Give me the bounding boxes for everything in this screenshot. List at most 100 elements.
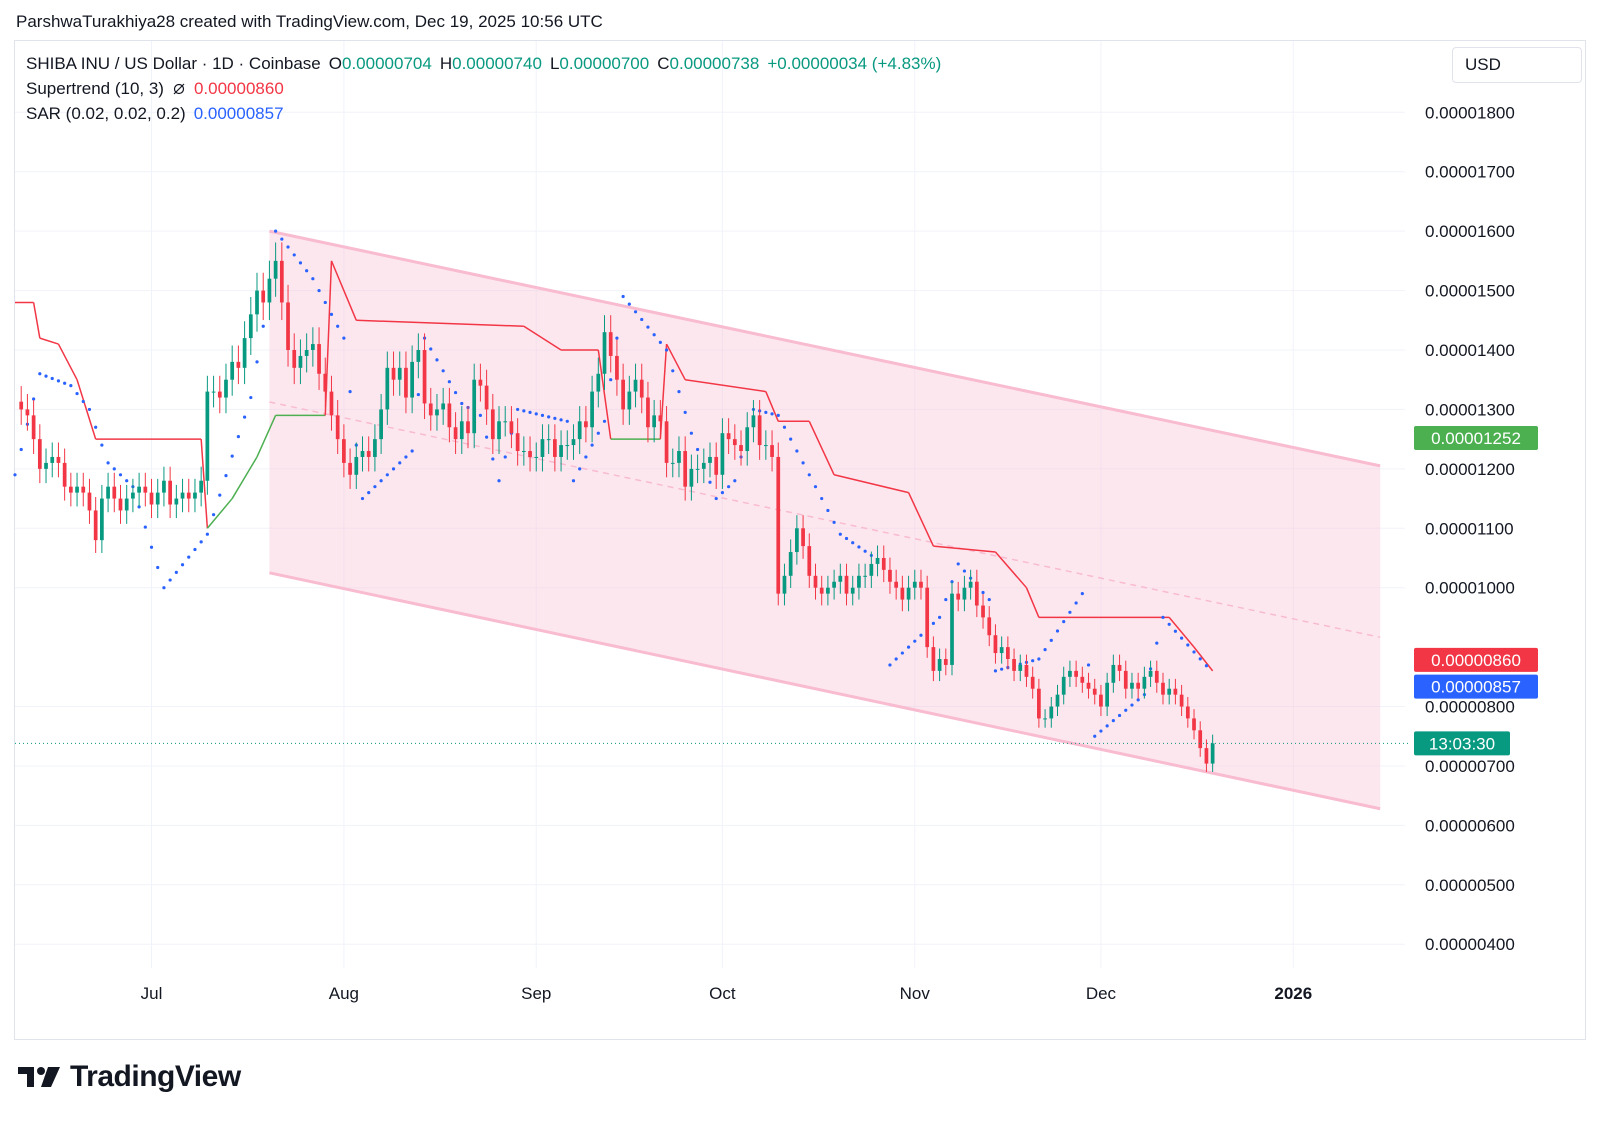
- candle: [943, 648, 948, 676]
- supertrend-segment: [1168, 616, 1195, 648]
- sar-dot: [820, 496, 824, 501]
- candle: [273, 242, 278, 297]
- channel-top-price-badge-bg: [1414, 425, 1538, 450]
- candle: [1086, 672, 1091, 699]
- candle: [1136, 672, 1141, 699]
- candle: [826, 575, 830, 606]
- candle-body: [329, 391, 334, 416]
- candle: [1037, 678, 1041, 728]
- candle-body: [956, 593, 961, 600]
- sar-dot: [336, 324, 340, 328]
- candle: [317, 327, 321, 390]
- sar-dot: [1043, 648, 1047, 652]
- candle: [137, 472, 141, 507]
- candle-body: [298, 355, 303, 368]
- supertrend-segment: [597, 349, 612, 440]
- candle-body: [881, 557, 886, 570]
- supertrend-segment: [76, 379, 97, 440]
- candle: [1148, 660, 1153, 687]
- candle: [1092, 678, 1097, 705]
- candle-body: [453, 427, 458, 440]
- candle: [639, 363, 644, 414]
- sar-dot: [1180, 636, 1184, 640]
- candle: [608, 315, 613, 373]
- supertrend-label[interactable]: Supertrend (10, 3): [26, 79, 164, 98]
- candle: [329, 375, 334, 431]
- candle-body: [286, 302, 290, 350]
- sar-legend-row[interactable]: SAR (0.02, 0.02, 0.2) 0.00000857: [26, 101, 941, 126]
- sar-dot: [937, 615, 942, 620]
- sar-dot: [1049, 638, 1053, 642]
- sar-dot: [633, 310, 638, 314]
- candle-body: [428, 403, 433, 416]
- sar-dot: [770, 412, 774, 416]
- candle-body: [937, 659, 942, 671]
- high-value: 0.00000740: [452, 54, 542, 73]
- sar-label[interactable]: SAR (0.02, 0.02, 0.2): [26, 104, 186, 123]
- y-tick-label: 0.00001700: [1425, 163, 1515, 182]
- sar-dot: [795, 449, 799, 453]
- sar-dot: [1198, 657, 1202, 661]
- candle-body: [1086, 682, 1091, 689]
- tradingview-logo[interactable]: TradingView: [18, 1060, 241, 1094]
- sar-dot: [1037, 657, 1041, 661]
- sar-dot: [528, 410, 532, 414]
- sar-dot: [615, 336, 619, 340]
- sar-dot: [720, 491, 725, 495]
- sar-dot: [1161, 615, 1165, 620]
- supertrend-segment: [994, 551, 1028, 589]
- candle: [1105, 672, 1110, 717]
- sar-dot: [106, 461, 110, 465]
- candle-body: [726, 433, 731, 440]
- candle: [553, 424, 557, 472]
- candle: [93, 497, 98, 553]
- sar-dot: [236, 434, 240, 439]
- sar-dot: [1136, 698, 1140, 702]
- candle-body: [435, 409, 439, 416]
- sar-dot: [565, 419, 569, 423]
- hidden-eye-icon[interactable]: [172, 82, 186, 96]
- supertrend-segment: [659, 344, 668, 440]
- candle: [1061, 666, 1066, 705]
- tradingview-logo-icon: [18, 1067, 60, 1087]
- sar-dot: [609, 378, 613, 382]
- candle-body: [1179, 694, 1184, 707]
- candle: [745, 412, 750, 466]
- supertrend-legend-row[interactable]: Supertrend (10, 3) 0.00000860: [26, 76, 941, 101]
- channel-middle-line: [269, 401, 1381, 639]
- candle-body: [751, 415, 756, 428]
- sar-dot: [199, 540, 203, 544]
- candle: [646, 381, 650, 443]
- candle: [298, 339, 303, 385]
- candle: [478, 363, 483, 402]
- candle-body: [565, 445, 570, 447]
- sar-dot: [714, 496, 718, 501]
- sar-dot: [367, 491, 371, 495]
- sar-dot: [832, 520, 836, 524]
- currency-selector-button[interactable]: USD: [1452, 47, 1582, 83]
- candle: [664, 406, 669, 478]
- candle-body: [863, 575, 867, 577]
- candle-body: [546, 439, 551, 441]
- sar-dot: [919, 633, 923, 637]
- candle: [962, 575, 967, 612]
- candle-body: [459, 421, 464, 440]
- candle-body: [1142, 676, 1147, 689]
- symbol-title[interactable]: SHIBA INU / US Dollar · 1D · Coinbase: [26, 54, 321, 73]
- x-tick-label: Nov: [900, 984, 931, 1003]
- channel-fill: [269, 231, 1381, 809]
- sar-dot: [249, 395, 253, 400]
- sar-dot: [727, 485, 731, 489]
- candle-body: [608, 332, 613, 356]
- sar-dot: [584, 455, 588, 459]
- candle: [683, 436, 688, 501]
- sar-dot: [807, 473, 811, 477]
- low-value: 0.00000700: [559, 54, 650, 73]
- sar-dot: [410, 449, 414, 453]
- candle-body: [701, 462, 706, 469]
- candle: [813, 563, 818, 600]
- sar-dot: [621, 294, 625, 299]
- candle-body: [602, 332, 607, 374]
- candle-body: [118, 498, 123, 511]
